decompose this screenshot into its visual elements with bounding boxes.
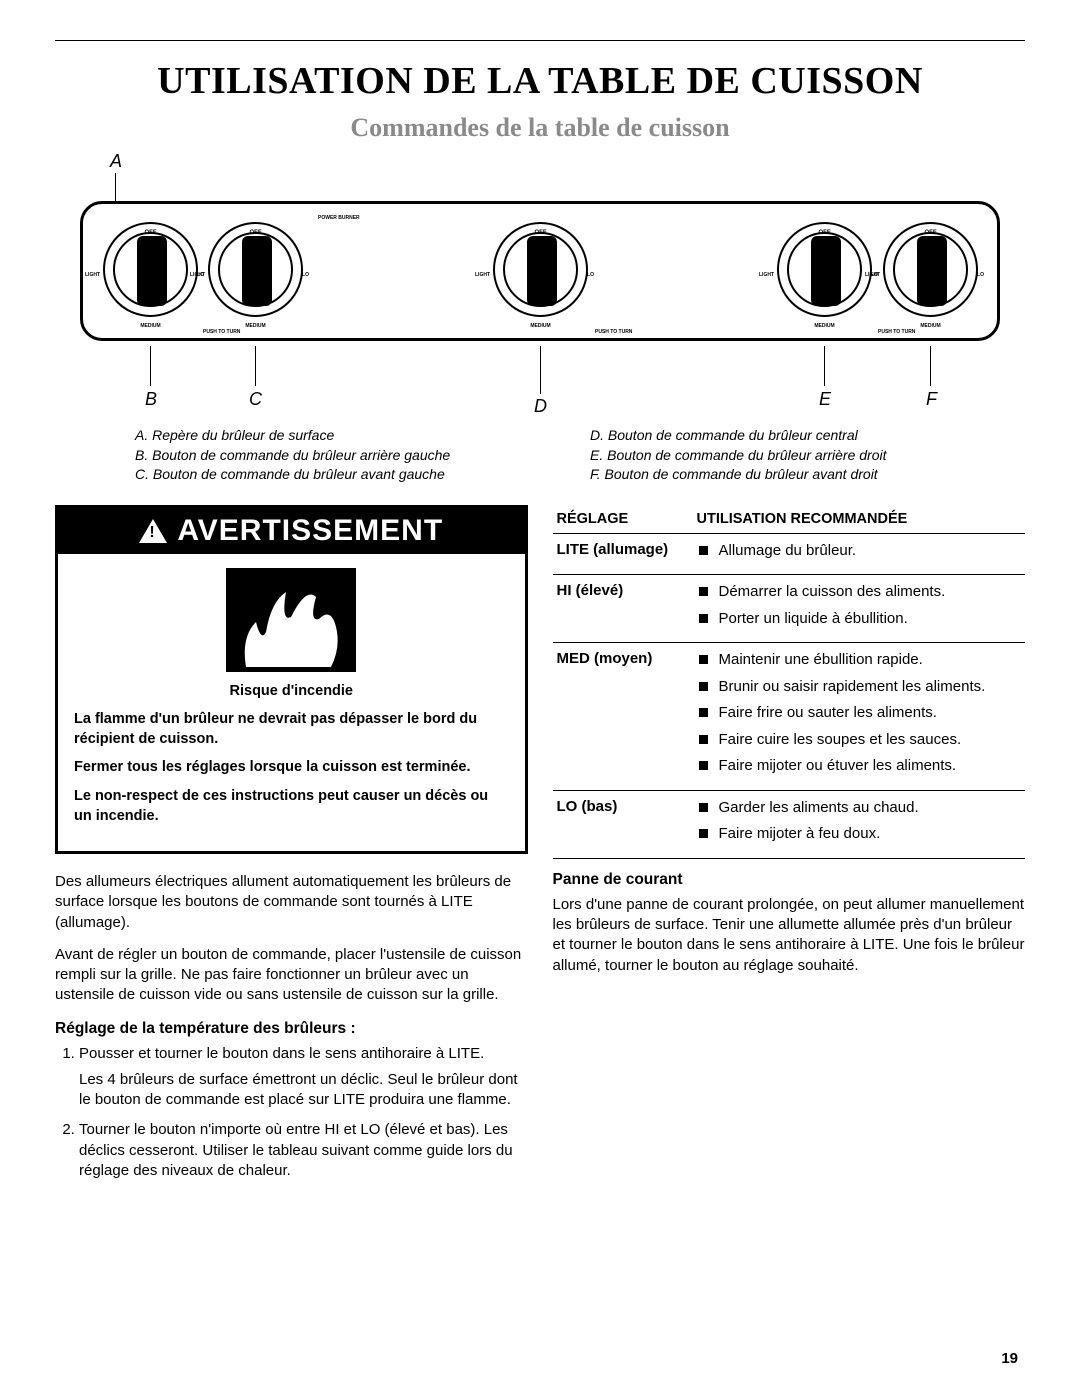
- legend-item: C. Bouton de commande du brûleur avant g…: [135, 465, 540, 485]
- warning-header: AVERTISSEMENT: [58, 508, 525, 554]
- flame-icon-box: [58, 554, 525, 682]
- knob-1: OFF LIGHT LO MEDIUM: [103, 222, 198, 317]
- callout-f: F: [926, 389, 937, 410]
- top-rule: [55, 40, 1025, 41]
- panne-heading: Panne de courant: [553, 871, 1026, 889]
- temp-heading: Réglage de la température des brûleurs :: [55, 1020, 528, 1038]
- warning-box: AVERTISSEMENT Risque d'incendie La flamm…: [55, 505, 528, 854]
- callout-c: C: [249, 389, 262, 410]
- table-row: MED (moyen) Maintenir une ébullition rap…: [553, 643, 1026, 791]
- knob-4: OFF LIGHT LO MEDIUM: [777, 222, 872, 317]
- callout-e: E: [819, 389, 831, 410]
- warning-line: Le non-respect de ces instructions peut …: [74, 787, 509, 826]
- push-label-1: PUSH TO TURN: [203, 329, 240, 335]
- th-setting: RÉGLAGE: [553, 505, 693, 534]
- control-panel-diagram: A OFF LIGHT LO MEDIUM OFF LIGHT LO MEDIU…: [80, 151, 1000, 416]
- right-column: RÉGLAGE UTILISATION RECOMMANDÉE LITE (al…: [553, 505, 1026, 1191]
- knob-3: OFF LIGHT LO MEDIUM: [493, 222, 588, 317]
- page-title: UTILISATION DE LA TABLE DE CUISSON: [55, 59, 1025, 103]
- step-2: Tourner le bouton n'importe où entre HI …: [79, 1120, 528, 1181]
- push-label-2: PUSH TO TURN: [595, 329, 632, 335]
- knob-5: OFF LIGHT LO MEDIUM: [883, 222, 978, 317]
- legend-item: B. Bouton de commande du brûleur arrière…: [135, 446, 540, 466]
- panne-text: Lors d'une panne de courant prolongée, o…: [553, 895, 1026, 976]
- risk-title: Risque d'incendie: [74, 682, 509, 702]
- step-1: Pousser et tourner le bouton dans le sen…: [79, 1044, 528, 1111]
- legend-item: F. Bouton de commande du brûleur avant d…: [590, 465, 995, 485]
- table-row: HI (élevé) Démarrer la cuisson des alime…: [553, 575, 1026, 643]
- page-subtitle: Commandes de la table de cuisson: [55, 113, 1025, 143]
- left-column: AVERTISSEMENT Risque d'incendie La flamm…: [55, 505, 528, 1191]
- legend-item: D. Bouton de commande du brûleur central: [590, 426, 995, 446]
- warning-body: Risque d'incendie La flamme d'un brûleur…: [58, 682, 525, 851]
- warning-triangle-icon: [139, 519, 167, 543]
- power-burner-label: POWER BURNER: [318, 215, 360, 221]
- settings-table: RÉGLAGE UTILISATION RECOMMANDÉE LITE (al…: [553, 505, 1026, 859]
- callout-a: A: [110, 151, 122, 172]
- knob-2: OFF LIGHT LO MEDIUM: [208, 222, 303, 317]
- legend-item: A. Repère du brûleur de surface: [135, 426, 540, 446]
- callout-b: B: [145, 389, 157, 410]
- callout-d: D: [534, 396, 547, 417]
- table-row: LO (bas) Garder les aliments au chaud. F…: [553, 790, 1026, 858]
- body-p2: Avant de régler un bouton de commande, p…: [55, 945, 528, 1006]
- diagram-legend: A. Repère du brûleur de surface B. Bouto…: [135, 426, 995, 485]
- body-p1: Des allumeurs électriques allument autom…: [55, 872, 528, 933]
- legend-item: E. Bouton de commande du brûleur arrière…: [590, 446, 995, 466]
- steps-list: Pousser et tourner le bouton dans le sen…: [55, 1044, 528, 1182]
- panel-outline: OFF LIGHT LO MEDIUM OFF LIGHT LO MEDIUM …: [80, 201, 1000, 341]
- flame-icon: [226, 568, 356, 672]
- table-row: LITE (allumage) Allumage du brûleur.: [553, 533, 1026, 575]
- warning-title: AVERTISSEMENT: [177, 514, 443, 548]
- push-label-3: PUSH TO TURN: [878, 329, 915, 335]
- warning-line: Fermer tous les réglages lorsque la cuis…: [74, 758, 509, 778]
- page-number: 19: [1001, 1350, 1018, 1367]
- warning-line: La flamme d'un brûleur ne devrait pas dé…: [74, 710, 509, 749]
- th-use: UTILISATION RECOMMANDÉE: [693, 505, 1026, 534]
